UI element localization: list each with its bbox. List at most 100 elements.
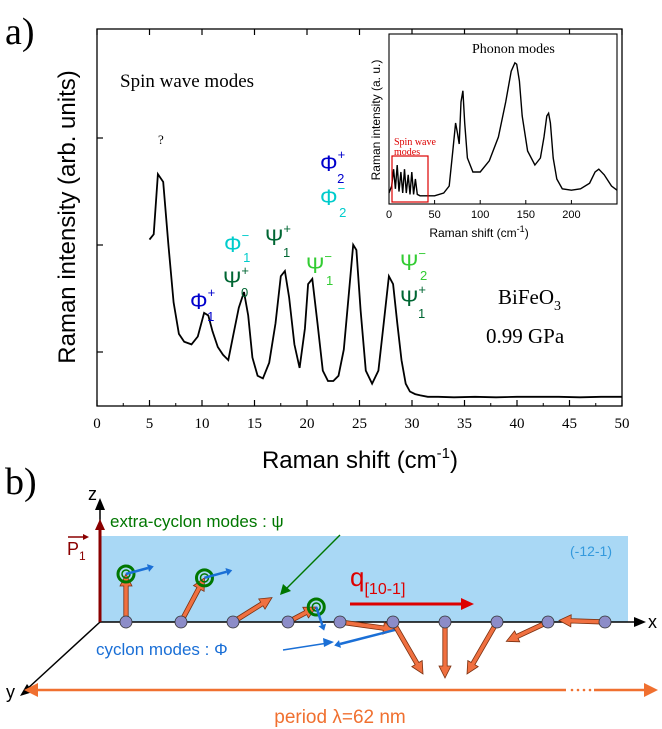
spin-arrow [466, 620, 500, 675]
cyclon-pointer [282, 642, 329, 651]
mode-label-psi-minus-2: Ψ− 2 [400, 246, 427, 283]
inset-frame [388, 33, 618, 205]
cyclon-vector-head [225, 567, 233, 576]
inset-x-tick-label: 150 [517, 209, 535, 221]
cyclon-vector-head [146, 564, 154, 572]
plane-label: (-12-1) [570, 543, 612, 559]
mode-labels: Φ+ 1 Φ− 1 Ψ+ 0 Ψ+ 1 Ψ− 1 Φ+ 2 Φ− 2 Ψ− 2 Ψ+ 1 [190, 147, 427, 324]
spin-site [598, 615, 612, 629]
q-label: q[10-1] [350, 562, 405, 598]
main-y-ticks [97, 137, 103, 353]
q-arrowhead [461, 598, 474, 610]
mode-label-phi-minus-1: Φ− 1 [224, 228, 250, 265]
cyclon-label: cyclon modes : Φ [96, 640, 228, 659]
period-dot [570, 688, 574, 692]
period-dot [588, 688, 592, 692]
extra-cyclon-ring [116, 564, 136, 584]
inset-x-ticks: 0 50 100 150 200 [386, 200, 581, 221]
main-x-tick-label: 35 [457, 416, 472, 432]
main-x-tick-label: 30 [405, 416, 420, 432]
main-x-tick-label: 45 [562, 416, 577, 432]
period-gap [566, 686, 594, 694]
spin-site [119, 615, 133, 629]
main-x-axis-title: Raman shift (cm-1) [262, 445, 458, 474]
period-dot [576, 688, 580, 692]
spin-vectors [116, 564, 612, 679]
extra-cyclon-ring [306, 597, 326, 617]
cyclon-vector [315, 606, 324, 626]
y-axis-line [25, 621, 101, 691]
inset-x-tick-label: 200 [562, 209, 580, 221]
cyclon-vector-head [318, 623, 327, 631]
p1-vector-bar-head [83, 534, 89, 540]
inset-title: Phonon modes [472, 42, 555, 57]
pressure-label: 0.99 GPa [486, 324, 565, 348]
inset-x-tick-label: 50 [428, 209, 440, 221]
period-arrowhead-left [24, 683, 38, 697]
cyclon-vector-head [334, 640, 341, 648]
spin-site [386, 615, 400, 629]
main-spectrum-line [148, 171, 622, 399]
spin-site [438, 615, 452, 629]
mode-label-phi-plus-2: Φ+ 2 [320, 147, 345, 186]
z-axis-label: z [88, 484, 97, 504]
x-axis-label: x [648, 612, 657, 632]
spin-site [226, 615, 240, 629]
spin-wave-annotation: Spin wave modes [120, 71, 254, 92]
inset-x-axis-title: Raman shift (cm-1) [429, 224, 528, 240]
inset-spectrum-line [388, 61, 618, 197]
extra-cyclon-pointer [284, 534, 341, 591]
spin-site [281, 615, 295, 629]
period-label: period λ=62 nm [274, 707, 406, 728]
extra-cyclon-ring [194, 568, 214, 588]
extra-cyclon-label: extra-cyclon modes : ψ [110, 512, 284, 531]
main-x-ticks: 0 5 10 15 20 25 30 35 40 45 50 [93, 29, 630, 432]
inset-x-tick-label: 0 [386, 209, 392, 221]
material-label: BiFeO3 [498, 285, 561, 314]
inset-box-label-2: modes [394, 147, 420, 158]
mode-label-phi-minus-2: Φ− 2 [320, 181, 346, 220]
extra-cyclon-ring-inner [311, 602, 322, 612]
cyclon-vector [204, 570, 227, 580]
spin-site [490, 615, 504, 629]
p1-arrowhead [95, 519, 105, 530]
main-x-tick-label: 40 [510, 416, 525, 432]
inset-y-axis-title: Raman intensity (a. u.) [369, 60, 383, 181]
x-axis-arrowhead [634, 617, 646, 627]
spin-arrow [390, 620, 424, 675]
mode-label-psi-plus-1b: Ψ+ 1 [400, 282, 426, 321]
main-x-tick-label: 25 [352, 416, 367, 432]
cyclon-pointer-head [323, 638, 334, 647]
main-x-tick-label: 50 [615, 416, 630, 432]
period-arrowhead-right [644, 683, 658, 697]
mode-label-psi-plus-1: Ψ+ 1 [265, 221, 291, 260]
panel-b-label: b) [5, 461, 37, 503]
spin-site [174, 615, 188, 629]
p1-label: P1 [67, 539, 86, 563]
y-axis-label: y [6, 682, 15, 702]
inset-box-label-1: Spin wave [394, 137, 437, 148]
main-x-tick-label: 5 [146, 416, 154, 432]
spin-arrow [438, 621, 452, 679]
mode-label-psi-plus-0: Ψ+ 0 [223, 263, 249, 300]
main-y-axis-title: Raman intensity (arb. units) [54, 70, 81, 363]
mode-label-psi-minus-1: Ψ− 1 [306, 249, 333, 288]
cyclon-vector [125, 566, 149, 576]
main-x-tick-label: 15 [247, 416, 262, 432]
panel-a-label: a) [5, 11, 35, 53]
main-x-tick-label: 0 [93, 416, 101, 432]
spin-site [541, 615, 555, 629]
main-x-tick-label: 20 [300, 416, 315, 432]
main-x-tick-label: 10 [195, 416, 210, 432]
z-axis-arrowhead [95, 498, 105, 510]
spin-site [333, 615, 347, 629]
cyclon-vector [339, 628, 396, 646]
period-dot [582, 688, 586, 692]
inset-spin-wave-box [391, 155, 429, 203]
extra-cyclon-pointer-head [280, 584, 291, 595]
mode-label-phi-plus-1: Φ+ 1 [190, 285, 215, 324]
question-mark-annotation: ? [158, 132, 164, 147]
inset-x-tick-label: 100 [471, 209, 489, 221]
